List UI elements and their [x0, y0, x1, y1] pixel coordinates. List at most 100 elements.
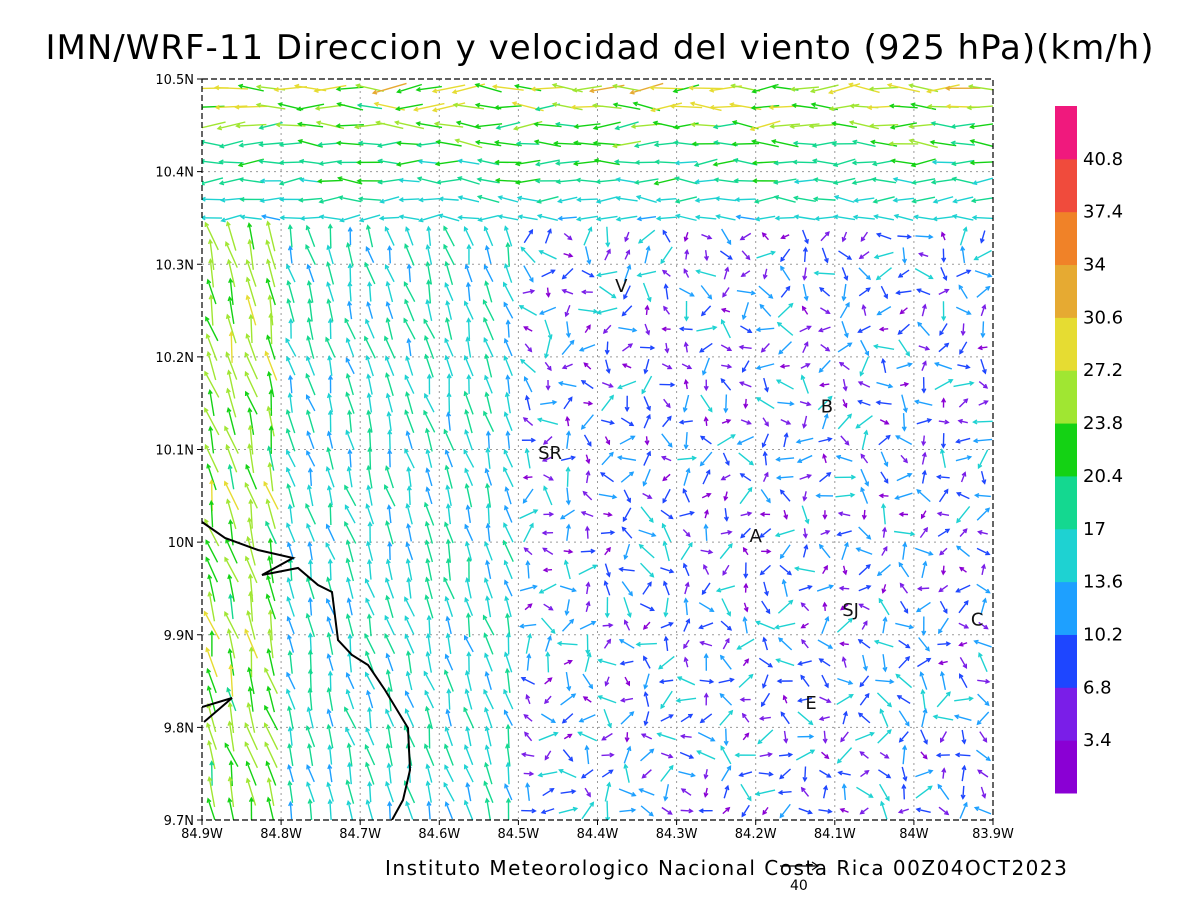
wind-vector-shaft [424, 354, 434, 378]
wind-vector [306, 522, 315, 542]
wind-vector-head [819, 287, 825, 292]
wind-vector [857, 639, 871, 649]
wind-vector [644, 245, 651, 264]
wind-vector [267, 609, 274, 641]
wind-vector-shaft [777, 401, 794, 405]
wind-vector-shaft [269, 610, 273, 641]
wind-vector [978, 380, 989, 389]
wind-vector-shaft [837, 530, 852, 536]
wind-vector-head [286, 671, 291, 677]
wind-vector-head [921, 303, 927, 309]
wind-vector-head [286, 522, 291, 528]
wind-vector [938, 419, 950, 425]
wind-vector [444, 521, 454, 544]
wind-vector-head [938, 628, 943, 635]
wind-vector-shaft [833, 158, 856, 167]
wind-vector-shaft [466, 505, 471, 523]
wind-vector [406, 263, 412, 283]
wind-vector-shaft [940, 267, 947, 280]
wind-vector-head [695, 269, 701, 275]
wind-vector-shaft [297, 103, 325, 111]
wind-vector-shaft [503, 523, 514, 543]
wind-vector [207, 775, 216, 808]
wind-vector-shaft [801, 229, 809, 244]
wind-vector-head [227, 295, 233, 302]
wind-vector-shaft [306, 613, 316, 637]
wind-vector-head [859, 371, 865, 377]
wind-vector [286, 595, 295, 617]
wind-vector-shaft [662, 488, 671, 503]
wind-vector-shaft [941, 449, 946, 468]
wind-vector-shaft [367, 410, 373, 433]
wind-vector-head [444, 260, 450, 267]
wind-vector-shaft [874, 215, 895, 221]
wind-vector-shaft [801, 639, 809, 649]
wind-vector-head [963, 599, 969, 606]
wind-vector [792, 195, 816, 202]
wind-vector-shaft [236, 123, 267, 127]
wind-vector [207, 389, 215, 417]
wind-vector-head [425, 632, 431, 639]
wind-vector [287, 224, 293, 248]
wind-vector-shaft [485, 246, 492, 264]
wind-vector-head [606, 781, 612, 787]
wind-vector-head [544, 698, 550, 705]
wind-vector-shaft [443, 782, 455, 802]
wind-vector-shaft [227, 259, 236, 288]
wind-vector-head [839, 641, 845, 647]
wind-vector-head [941, 767, 947, 773]
wind-vector [326, 723, 334, 749]
wind-vector [504, 667, 511, 693]
wind-vector-head [437, 213, 444, 219]
wind-vector [563, 232, 573, 241]
wind-vector-head [205, 556, 210, 562]
wind-vector-head [266, 647, 272, 654]
wind-vector-shaft [346, 780, 355, 804]
wind-vector-shaft [289, 246, 293, 264]
wind-vector-shaft [920, 729, 928, 744]
wind-vector-head [955, 545, 962, 551]
wind-vector [735, 214, 755, 221]
wind-vector [882, 654, 888, 673]
wind-vector-head [653, 142, 660, 148]
wind-vector [876, 564, 891, 577]
wind-vector [444, 595, 454, 617]
wind-vector-shaft [915, 400, 933, 406]
wind-vector-shaft [720, 344, 732, 351]
wind-vector-shaft [852, 161, 876, 164]
wind-vector-head [504, 595, 510, 602]
wind-vector-head [227, 463, 233, 470]
wind-vector [387, 541, 393, 561]
colorbar-segment [1055, 317, 1077, 371]
coastline [202, 521, 412, 820]
wind-vector [615, 195, 638, 202]
wind-vector-shaft [882, 527, 886, 538]
wind-vector [660, 455, 672, 462]
wind-vector-head [325, 336, 330, 342]
wind-vector [384, 614, 395, 636]
wind-vector-head [556, 198, 563, 204]
wind-vector-shaft [683, 394, 690, 412]
wind-vector [676, 676, 696, 686]
wind-vector-head [505, 430, 511, 436]
wind-vector [305, 224, 316, 248]
wind-vector [773, 195, 796, 203]
wind-vector-head [743, 607, 749, 613]
wind-vector-shaft [909, 139, 938, 149]
wind-vector [715, 214, 736, 221]
wind-vector [832, 214, 856, 221]
wind-vector-shaft [485, 468, 493, 486]
wind-vector-shaft [365, 727, 375, 746]
wind-vector [921, 435, 927, 447]
wind-vector-head [305, 372, 311, 379]
wind-vector-shaft [581, 269, 594, 278]
wind-vector-shaft [485, 672, 492, 690]
wind-vector-head [633, 143, 640, 149]
wind-vector-head [226, 369, 232, 375]
wind-vector [265, 220, 276, 252]
wind-vector [738, 673, 754, 688]
wind-vector [285, 337, 297, 357]
wind-vector-head [547, 228, 552, 234]
wind-vector-head [405, 670, 411, 677]
wind-vector-head [546, 365, 552, 372]
